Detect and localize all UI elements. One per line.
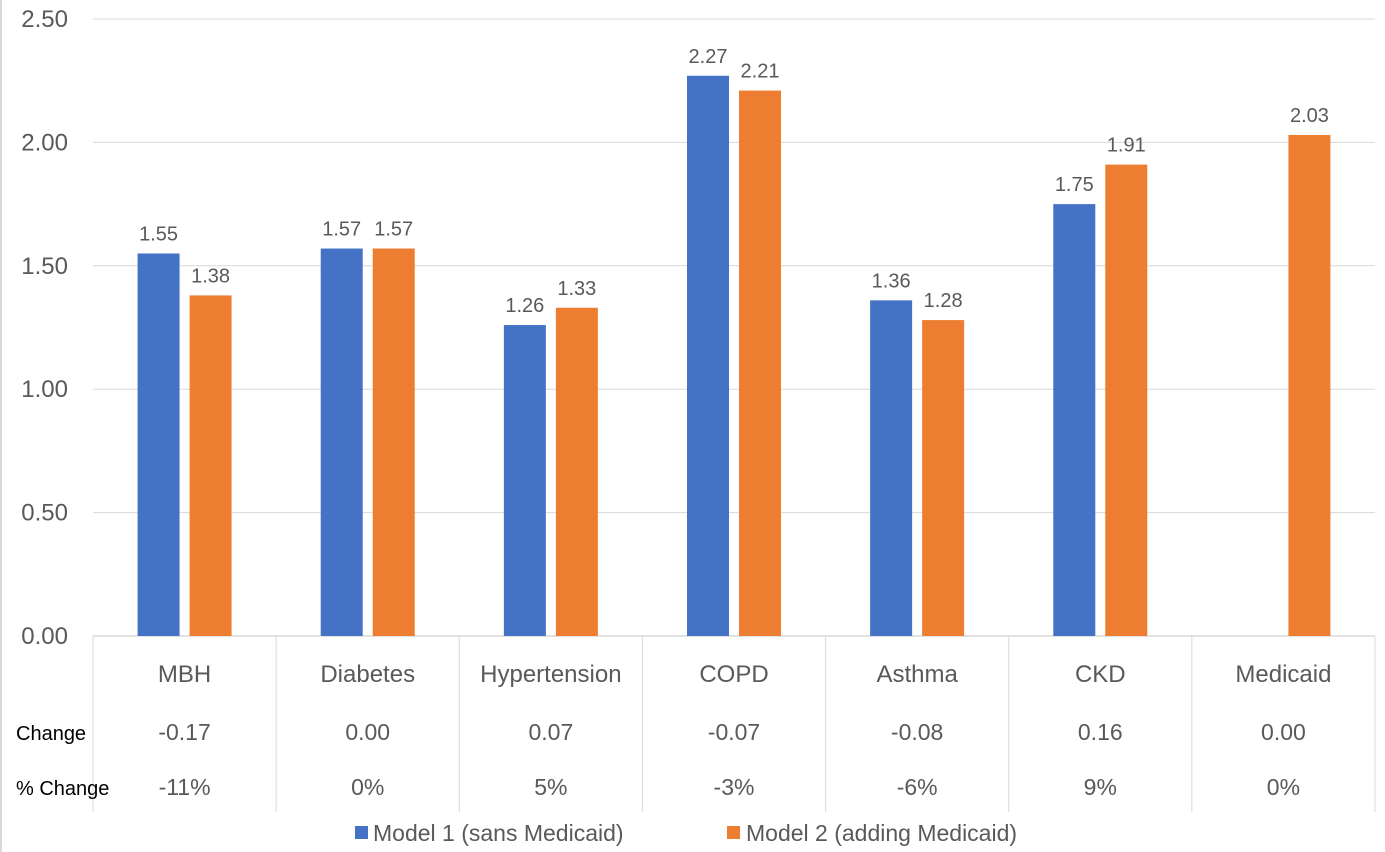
bar <box>320 248 363 637</box>
x-category-label: Asthma <box>876 661 958 688</box>
bar <box>739 90 781 636</box>
table-cell: 0% <box>1267 774 1300 800</box>
x-category-label: MBH <box>158 661 211 688</box>
x-category-label: CKD <box>1075 661 1126 688</box>
legend-label: Model 2 (adding Medicaid) <box>746 820 1017 846</box>
legend-swatch <box>355 826 368 839</box>
table-cell: -0.08 <box>891 719 943 745</box>
legend-label: Model 1 (sans Medicaid) <box>373 820 624 846</box>
bar <box>870 300 913 636</box>
x-category-label: Medicaid <box>1235 661 1331 688</box>
chart-frame-left-border <box>0 0 2 852</box>
bar <box>189 295 232 636</box>
data-label: 1.38 <box>191 265 230 287</box>
bar <box>922 320 965 636</box>
bar <box>555 307 598 636</box>
data-label: 2.27 <box>689 46 728 68</box>
table-cell: -11% <box>159 774 211 800</box>
table-cell: 0.16 <box>1078 719 1123 745</box>
bar <box>1105 164 1148 636</box>
table-cell: -6% <box>897 774 938 800</box>
data-label: 2.03 <box>1290 105 1329 127</box>
table-row-title: Change <box>16 723 86 745</box>
bar <box>687 75 729 637</box>
table-cell: -0.07 <box>708 719 760 745</box>
data-label: 1.91 <box>1107 135 1146 157</box>
y-tick-label: 1.50 <box>21 253 68 280</box>
bar <box>1053 204 1096 636</box>
y-tick-label: 2.00 <box>21 129 68 156</box>
data-label: 2.21 <box>741 61 780 83</box>
y-tick-label: 0.50 <box>21 500 68 527</box>
table-cell: 0% <box>351 774 384 800</box>
table-cell: -0.17 <box>158 719 210 745</box>
data-label: 1.55 <box>139 223 178 245</box>
data-label: 1.57 <box>322 219 361 241</box>
bar <box>1288 134 1331 636</box>
data-label: 1.33 <box>557 278 596 300</box>
bar <box>503 325 546 636</box>
data-label: 1.57 <box>374 219 413 241</box>
bar <box>372 248 415 637</box>
data-label: 1.26 <box>505 295 544 317</box>
table-cell: 0.00 <box>345 719 390 745</box>
table-cell: 9% <box>1084 774 1117 800</box>
table-cell: 0.00 <box>1261 719 1306 745</box>
y-tick-label: 2.50 <box>21 6 68 33</box>
legend-swatch <box>727 826 740 839</box>
x-category-label: COPD <box>699 661 768 688</box>
table-cell: 5% <box>534 774 567 800</box>
data-label: 1.75 <box>1055 174 1094 196</box>
table-row-title: % Change <box>16 778 109 800</box>
table-cell: 0.07 <box>528 719 573 745</box>
data-label: 1.36 <box>872 270 911 292</box>
table-cell: -3% <box>714 774 755 800</box>
x-category-label: Hypertension <box>480 661 621 688</box>
y-tick-label: 0.00 <box>21 623 68 650</box>
bar <box>137 253 180 636</box>
data-label: 1.28 <box>924 290 963 312</box>
x-category-label: Diabetes <box>320 661 415 688</box>
y-tick-label: 1.00 <box>21 376 68 403</box>
